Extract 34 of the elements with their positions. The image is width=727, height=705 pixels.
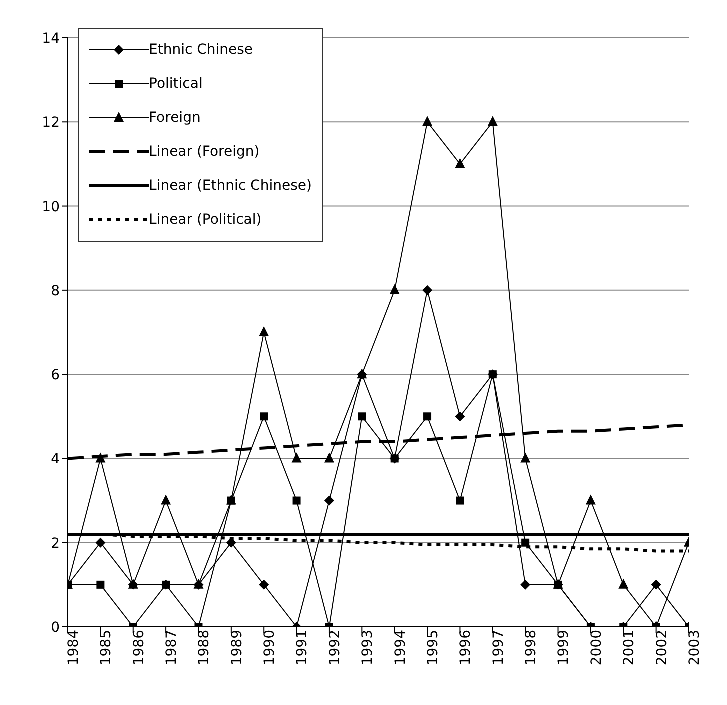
x-tick-label: 1991 [294, 630, 311, 666]
x-tick-label: 1988 [196, 630, 213, 666]
x-tick-label: 1990 [262, 630, 278, 666]
legend-label: Linear (Political) [149, 212, 262, 228]
y-tick-label: 14 [42, 30, 60, 47]
x-tick-label: 2000 [588, 630, 605, 666]
x-tick-label: 1984 [66, 630, 82, 666]
y-tick-label: 8 [51, 283, 60, 300]
x-tick-label: 1995 [425, 630, 442, 666]
x-tick-label: 1986 [131, 630, 148, 666]
x-tick-label: 1997 [490, 630, 507, 666]
x-tick-label: 1993 [360, 630, 376, 666]
y-tick-label: 6 [51, 368, 60, 384]
x-tick-label: 1998 [524, 630, 540, 666]
legend-label: Linear (Ethnic Chinese) [149, 178, 312, 194]
x-tick-label: 1987 [164, 630, 180, 666]
x-tick-label: 1996 [458, 630, 474, 666]
x-tick-label: 2002 [654, 630, 670, 666]
y-tick-label: 0 [51, 620, 60, 636]
legend-label: Political [149, 76, 203, 92]
x-tick-label: 2001 [622, 630, 638, 666]
y-tick-label: 4 [51, 452, 60, 468]
legend-label: Ethnic Chinese [149, 42, 254, 58]
y-tick-label: 2 [51, 536, 60, 552]
x-tick-label: 2003 [686, 630, 703, 666]
x-tick-label: 1992 [327, 630, 344, 666]
x-tick-label: 1985 [98, 630, 115, 666]
x-tick-label: 1994 [392, 630, 409, 666]
x-tick-label: 1989 [229, 630, 246, 666]
y-tick-label: 10 [42, 199, 60, 216]
y-tick-label: 12 [42, 115, 60, 132]
x-tick-label: 1999 [556, 630, 572, 666]
legend-label: Linear (Foreign) [149, 144, 260, 160]
legend-label: Foreign [149, 110, 201, 126]
